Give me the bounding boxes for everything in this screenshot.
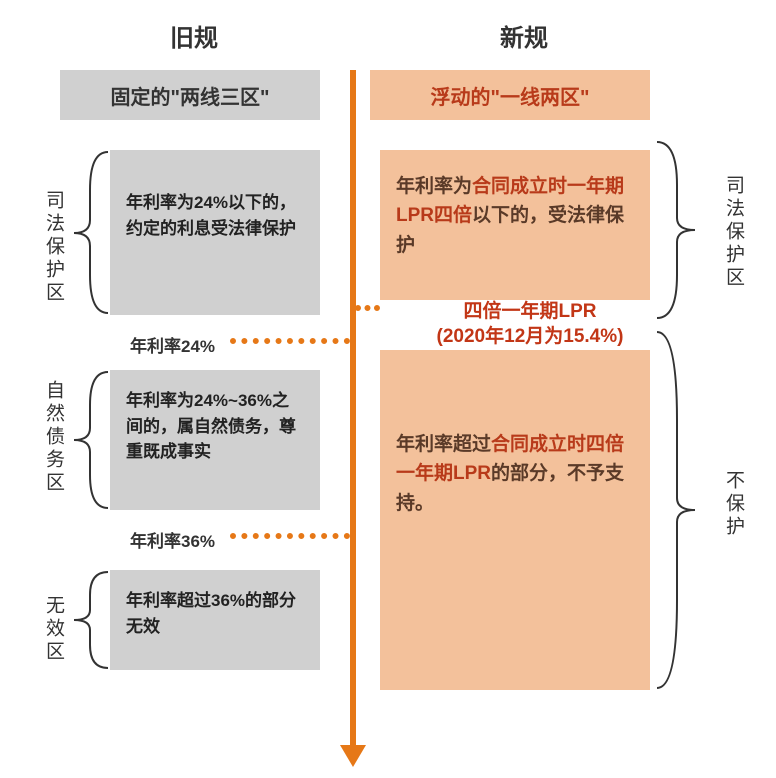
old-zone3-label: 无效区 — [40, 595, 67, 664]
new-rule-title-box: 浮动的"一线两区" — [370, 70, 650, 120]
old-zone3-box: 年利率超过36%的部分无效 — [110, 570, 320, 670]
new-zone2-prefix: 年利率超过 — [396, 434, 491, 455]
old-zone2-box: 年利率为24%~36%之间的，属自然债务，尊重既成事实 — [110, 370, 320, 510]
dotted-connector-24 — [230, 338, 350, 344]
threshold-36-label: 年利率36% — [130, 527, 215, 552]
bracket-left-zone1 — [70, 150, 110, 315]
new-zone2-label: 不保护 — [720, 470, 747, 539]
dotted-connector-36 — [230, 533, 350, 539]
threshold-24-label: 年利率24% — [130, 332, 215, 357]
bracket-right-zone2 — [655, 330, 700, 690]
new-zone2-box: 年利率超过合同成立时四倍一年期LPR的部分，不予支持。 — [380, 350, 650, 690]
arrow-head-icon — [340, 745, 366, 767]
lpr-note-line1: 四倍一年期LPR — [400, 300, 660, 325]
old-zone1-box: 年利率为24%以下的，约定的利息受法律保护 — [110, 150, 320, 315]
dotted-connector-lpr — [355, 305, 380, 311]
new-zone1-box: 年利率为合同成立时一年期LPR四倍以下的，受法律保护 — [380, 150, 650, 300]
old-rule-title-box: 固定的"两线三区" — [60, 70, 320, 120]
lpr-note-line2: (2020年12月为15.4%) — [400, 325, 660, 350]
lpr-threshold-note: 四倍一年期LPR (2020年12月为15.4%) — [400, 300, 660, 349]
new-zone1-prefix: 年利率为 — [396, 176, 472, 197]
old-zone2-label: 自然债务区 — [40, 380, 67, 495]
old-zone1-label: 司法保护区 — [40, 190, 67, 305]
bracket-right-zone1 — [655, 140, 700, 320]
old-rule-header: 旧规 — [170, 18, 218, 53]
bracket-left-zone2 — [70, 370, 110, 510]
new-zone1-label: 司法保护区 — [720, 175, 747, 290]
center-divider-arrow — [350, 70, 356, 750]
bracket-left-zone3 — [70, 570, 110, 670]
new-rule-header: 新规 — [500, 18, 548, 53]
